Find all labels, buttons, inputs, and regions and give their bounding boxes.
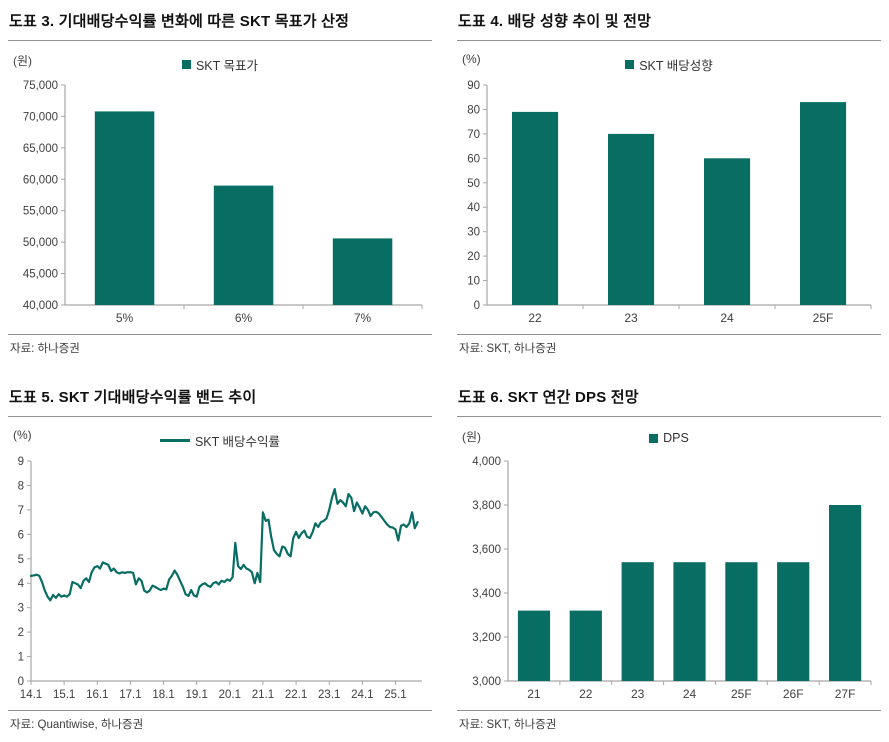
svg-text:60,000: 60,000 (23, 174, 58, 186)
chart-header: (%) SKT 배당수익률 (8, 425, 432, 451)
source-note: 자료: 하나증권 (8, 334, 432, 356)
panel-payout-ratio: 도표 4. 배당 성향 추이 및 전망 (%) SKT 배당성향 0 10 20 30… (457, 6, 881, 356)
svg-text:40: 40 (467, 202, 480, 214)
legend-label: SKT 목표가 (195, 59, 259, 73)
svg-text:3,000: 3,000 (472, 676, 501, 688)
svg-text:55,000: 55,000 (23, 206, 58, 218)
source-note: 자료: SKT, 하나증권 (457, 334, 881, 356)
svg-text:90: 90 (467, 80, 480, 92)
target-price-bar-chart: 40,000 45,000 50,000 55,000 60,000 65,000 70,0… (23, 80, 423, 325)
svg-text:70,000: 70,000 (23, 111, 58, 123)
legend: DPS (457, 425, 881, 445)
svg-text:3,800: 3,800 (472, 500, 501, 512)
legend-square-marker-icon (625, 60, 635, 69)
svg-text:4,000: 4,000 (472, 456, 501, 468)
svg-text:26F: 26F (783, 687, 804, 701)
svg-text:1: 1 (18, 652, 24, 664)
svg-text:16.1: 16.1 (86, 689, 108, 701)
svg-text:25F: 25F (813, 311, 834, 325)
svg-text:40,000: 40,000 (23, 300, 58, 312)
y-axis-unit-label: (원) (462, 430, 482, 444)
svg-text:22: 22 (528, 311, 542, 325)
payout-ratio-bar-chart: 0 10 20 30 40 50 60 70 80 90 22 23 24 25F (467, 80, 872, 325)
svg-text:30: 30 (467, 227, 480, 239)
svg-text:0: 0 (474, 300, 480, 312)
legend-label: SKT 배당성향 (639, 59, 713, 73)
svg-text:23.1: 23.1 (318, 689, 340, 701)
svg-text:23: 23 (624, 311, 638, 325)
svg-text:50: 50 (467, 178, 480, 190)
svg-text:60: 60 (467, 153, 480, 165)
legend-label: SKT 배당수익률 (194, 435, 281, 449)
panel-dps-forecast: 도표 6. SKT 연간 DPS 전망 (원) DPS 3,000 3,200 3,… (457, 382, 881, 732)
source-note: 자료: SKT, 하나증권 (457, 710, 881, 732)
svg-text:22: 22 (579, 687, 593, 701)
svg-text:0: 0 (18, 676, 24, 688)
svg-text:45,000: 45,000 (23, 269, 58, 281)
svg-text:80: 80 (467, 104, 480, 116)
svg-text:75,000: 75,000 (23, 80, 58, 92)
svg-text:7%: 7% (354, 311, 372, 325)
legend: SKT 배당수익률 (8, 425, 432, 450)
chart-title: 도표 5. SKT 기대배당수익률 밴드 추이 (8, 382, 432, 417)
svg-text:21.1: 21.1 (252, 689, 274, 701)
svg-text:24: 24 (683, 687, 697, 701)
svg-text:70: 70 (467, 129, 480, 141)
svg-text:10: 10 (467, 276, 480, 288)
svg-text:6: 6 (18, 529, 24, 541)
svg-text:3,200: 3,200 (472, 632, 501, 644)
svg-text:9: 9 (18, 456, 24, 468)
svg-text:7: 7 (18, 505, 24, 517)
svg-text:25.1: 25.1 (384, 689, 406, 701)
y-axis-unit-label: (원) (13, 54, 33, 68)
chart-title: 도표 6. SKT 연간 DPS 전망 (457, 382, 881, 417)
svg-text:4: 4 (18, 578, 25, 590)
svg-text:8: 8 (18, 480, 24, 492)
legend-square-marker-icon (181, 60, 191, 69)
source-note: 자료: Quantiwise, 하나증권 (8, 710, 432, 732)
svg-text:18.1: 18.1 (152, 689, 174, 701)
legend: SKT 배당성향 (457, 49, 881, 74)
svg-text:19.1: 19.1 (185, 689, 207, 701)
svg-text:5%: 5% (116, 311, 134, 325)
svg-text:25F: 25F (731, 687, 752, 701)
svg-text:20: 20 (467, 251, 480, 263)
svg-text:24.1: 24.1 (351, 689, 373, 701)
chart-header: (원) DPS (457, 425, 881, 451)
svg-text:50,000: 50,000 (23, 237, 58, 249)
svg-text:65,000: 65,000 (23, 143, 58, 155)
chart-title: 도표 3. 기대배당수익률 변화에 따른 SKT 목표가 산정 (8, 6, 432, 41)
svg-text:14.1: 14.1 (20, 689, 42, 701)
chart-header: (%) SKT 배당성향 (457, 49, 881, 75)
svg-text:23: 23 (631, 687, 645, 701)
svg-text:5: 5 (18, 554, 24, 566)
svg-text:22.1: 22.1 (285, 689, 307, 701)
svg-text:3,600: 3,600 (472, 544, 501, 556)
svg-text:17.1: 17.1 (119, 689, 141, 701)
svg-text:2: 2 (18, 627, 24, 639)
chart-header: (원) SKT 목표가 (8, 49, 432, 75)
chart-title: 도표 4. 배당 성향 추이 및 전망 (457, 6, 881, 41)
svg-text:3,400: 3,400 (472, 588, 501, 600)
y-axis-unit-label: (%) (13, 428, 32, 442)
legend: SKT 목표가 (8, 49, 432, 74)
legend-label: DPS (663, 431, 689, 445)
dividend-yield-line-chart: 0 1 2 3 4 5 6 7 8 9 14.1 15.1 16.1 17.1 18.1 19.1 20.1 21… (18, 456, 422, 701)
svg-text:15.1: 15.1 (53, 689, 75, 701)
svg-text:6%: 6% (235, 311, 253, 325)
svg-text:24: 24 (720, 311, 734, 325)
svg-text:3: 3 (18, 603, 24, 615)
panel-skt-target-price: 도표 3. 기대배당수익률 변화에 따른 SKT 목표가 산정 (원) SKT … (8, 6, 432, 356)
legend-line-marker-icon (159, 439, 190, 442)
dps-bar-chart: 3,000 3,200 3,400 3,600 3,800 4,000 21 22 23 24 25… (472, 456, 872, 701)
svg-text:27F: 27F (835, 687, 856, 701)
legend-square-marker-icon (649, 433, 659, 443)
svg-text:21: 21 (527, 687, 541, 701)
svg-text:20.1: 20.1 (219, 689, 241, 701)
y-axis-unit-label: (%) (462, 52, 481, 66)
